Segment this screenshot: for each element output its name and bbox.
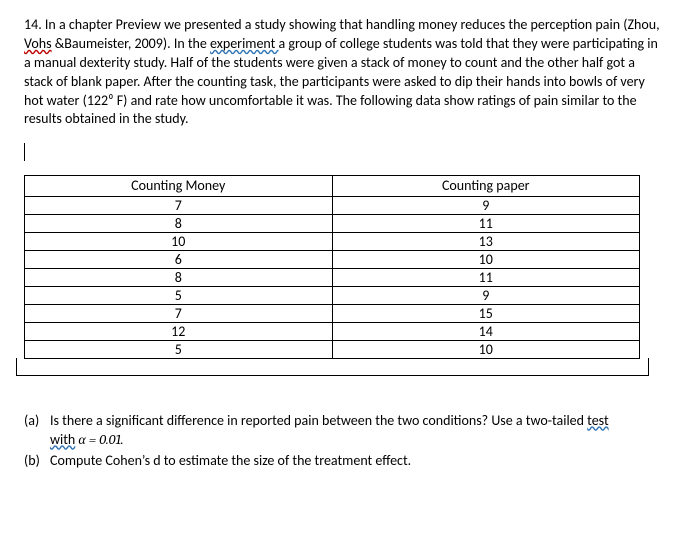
cell-left: 7 (25, 197, 333, 215)
cell-right: 10 (332, 341, 640, 359)
cell-right: 9 (332, 287, 640, 305)
table-row: 1013 (25, 233, 640, 251)
table-header-left: Counting Money (25, 176, 333, 197)
table-row: 59 (25, 287, 640, 305)
sub-b-label: (b) (24, 452, 50, 471)
cell-right: 14 (332, 323, 640, 341)
table-row: 811 (25, 215, 640, 233)
cell-left: 8 (25, 215, 333, 233)
spellcheck-vohs: Vohs (24, 35, 52, 52)
subquestions: (a) Is there a significant difference in… (24, 412, 660, 471)
table-row: 510 (25, 341, 640, 359)
cell-left: 7 (25, 305, 333, 323)
table-row: 610 (25, 251, 640, 269)
question-paragraph: 14. In a chapter Preview we presented a … (24, 16, 660, 129)
cell-right: 11 (332, 215, 640, 233)
sub-a-body: Is there a significant difference in rep… (50, 412, 660, 450)
question-number: 14. (24, 16, 42, 33)
table-row: 715 (25, 305, 640, 323)
data-table-container: Counting Money Counting paper 79 811 101… (16, 175, 660, 376)
table-header-right: Counting paper (332, 176, 640, 197)
question-body-1: In a chapter Preview we presented a stud… (45, 16, 660, 33)
subquestion-b: (b) Compute Cohen’s d to estimate the si… (24, 452, 660, 471)
cell-right: 15 (332, 305, 640, 323)
cell-left: 8 (25, 269, 333, 287)
table-row: 79 (25, 197, 640, 215)
grammar-with: with (50, 431, 75, 448)
grammar-test: test (587, 412, 609, 429)
cell-left: 5 (25, 341, 333, 359)
sub-a-text-1: Is there a significant difference in rep… (50, 412, 587, 429)
grammar-experiment: experiment (210, 35, 278, 52)
sub-b-body: Compute Cohen’s d to estimate the size o… (50, 452, 660, 471)
question-body-2: &Baumeister, 2009). In the (52, 35, 210, 52)
text-cursor-line (24, 133, 660, 175)
table-stub-row (16, 358, 649, 376)
cell-left: 5 (25, 287, 333, 305)
cell-left: 10 (25, 233, 333, 251)
subquestion-a: (a) Is there a significant difference in… (24, 412, 660, 450)
table-row: 811 (25, 269, 640, 287)
cell-right: 9 (332, 197, 640, 215)
cell-left: 6 (25, 251, 333, 269)
cell-right: 11 (332, 269, 640, 287)
document-page: 14. In a chapter Preview we presented a … (0, 0, 684, 489)
table-header-row: Counting Money Counting paper (25, 176, 640, 197)
alpha-expr: α = 0.01. (75, 431, 123, 448)
sub-a-label: (a) (24, 412, 50, 450)
data-table: Counting Money Counting paper 79 811 101… (24, 175, 640, 359)
cell-right: 10 (332, 251, 640, 269)
stub-cell (17, 358, 649, 375)
table-row: 1214 (25, 323, 640, 341)
cell-right: 13 (332, 233, 640, 251)
text-cursor (24, 143, 25, 161)
cell-left: 12 (25, 323, 333, 341)
